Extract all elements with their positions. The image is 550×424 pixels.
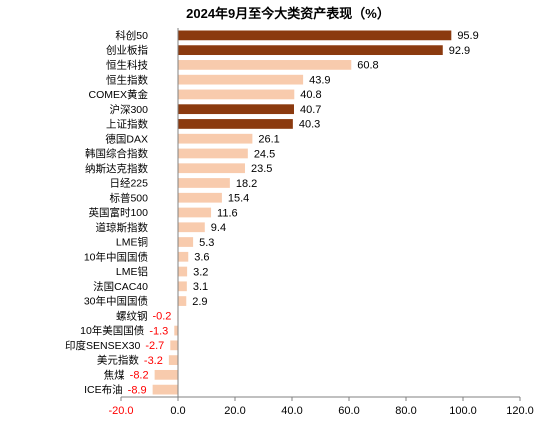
value-label: 40.3 (299, 119, 320, 131)
chart-title: 2024年9月至今大类资产表现（%） (186, 6, 390, 21)
bar (178, 207, 212, 218)
value-label: 40.7 (300, 104, 321, 116)
bar (178, 281, 187, 292)
category-label: 创业板指 (106, 44, 148, 57)
bar (178, 266, 188, 277)
category-label: 上证指数 (106, 118, 148, 131)
value-label: -0.2 (152, 311, 171, 323)
category-label: 焦煤 (104, 368, 125, 381)
category-label: 法国CAC40 (93, 280, 148, 293)
x-tick-label: 100.0 (449, 405, 477, 417)
category-label: 道琼斯指数 (96, 221, 149, 234)
x-tick-label: 20.0 (224, 405, 245, 417)
category-label: 纳斯达克指数 (85, 162, 148, 175)
labels-group: 95.9 科创50 92.9 创业板指 60.8 恒生科技 43.9 恒生指数 40.8 COME… (65, 29, 479, 396)
x-tick-label: 40.0 (281, 405, 302, 417)
value-label: 26.1 (258, 134, 279, 146)
value-label: -8.9 (128, 384, 147, 396)
value-label: -2.7 (145, 340, 164, 352)
category-label: 英国富时100 (88, 206, 148, 219)
category-label: COMEX黄金 (88, 88, 148, 101)
category-label: 韩国综合指数 (85, 147, 148, 160)
bar (174, 325, 178, 336)
x-tick-label: 0.0 (170, 405, 185, 417)
bar (178, 148, 248, 159)
bar (178, 30, 452, 41)
bar (178, 192, 222, 203)
bar (170, 340, 178, 351)
category-label: 恒生科技 (106, 59, 148, 72)
category-label: 螺纹钢 (116, 309, 148, 322)
value-label: 3.2 (193, 266, 208, 278)
bar (178, 74, 304, 85)
bar (178, 251, 189, 262)
category-label: LME铜 (116, 237, 148, 249)
bar (168, 355, 178, 365)
bar (154, 369, 178, 380)
category-label: 德国DAX (105, 132, 148, 145)
bar (152, 384, 178, 395)
value-label: 2.9 (192, 296, 207, 308)
value-label: 3.1 (193, 281, 208, 293)
x-tick-label: 60.0 (338, 405, 359, 417)
value-label: -8.2 (130, 370, 149, 382)
bar (178, 104, 294, 115)
value-label: 5.3 (199, 237, 214, 249)
category-label: 30年中国国债 (84, 295, 148, 308)
value-label: 15.4 (228, 193, 249, 205)
category-label: 印度SENSEX30 (65, 339, 140, 352)
value-label: -3.2 (144, 355, 163, 367)
value-label: 9.4 (211, 222, 226, 234)
value-label: 23.5 (251, 163, 272, 175)
value-label: 11.6 (217, 207, 238, 219)
value-label: 95.9 (457, 30, 478, 42)
value-label: 18.2 (236, 178, 257, 190)
axes-group: -20.0 0.0 20.0 40.0 60.0 80.0 100.0 120.0 (108, 28, 534, 417)
category-label: 美元指数 (97, 354, 139, 367)
value-label: 3.6 (194, 252, 209, 264)
bar (178, 163, 245, 174)
x-tick-label: 120.0 (506, 405, 534, 417)
category-label: 10年中国国债 (84, 250, 148, 263)
bar (178, 296, 187, 306)
bar (178, 237, 194, 247)
bar (178, 133, 253, 144)
bar (178, 60, 352, 70)
bar (178, 45, 443, 56)
value-label: 92.9 (449, 45, 470, 57)
category-label: 日经225 (109, 177, 148, 190)
value-label: 60.8 (357, 60, 378, 72)
category-label: 10年美国国债 (80, 324, 144, 337)
bar (178, 119, 293, 129)
category-label: LME铝 (116, 265, 148, 278)
bar (178, 178, 230, 188)
category-label: 标普500 (109, 191, 148, 204)
bar (178, 222, 205, 233)
value-label: 40.8 (300, 89, 321, 101)
category-label: 科创50 (115, 29, 148, 42)
bars-group (152, 30, 452, 395)
category-label: 恒生指数 (106, 73, 148, 86)
value-label: 43.9 (309, 74, 330, 86)
x-tick-label: 80.0 (395, 405, 416, 417)
category-label: ICE布油 (84, 383, 123, 396)
category-label: 沪深300 (109, 103, 148, 116)
value-label: -1.3 (149, 325, 168, 337)
value-label: 24.5 (254, 148, 275, 160)
x-tick-label: -20.0 (108, 405, 133, 417)
bar (178, 89, 295, 100)
